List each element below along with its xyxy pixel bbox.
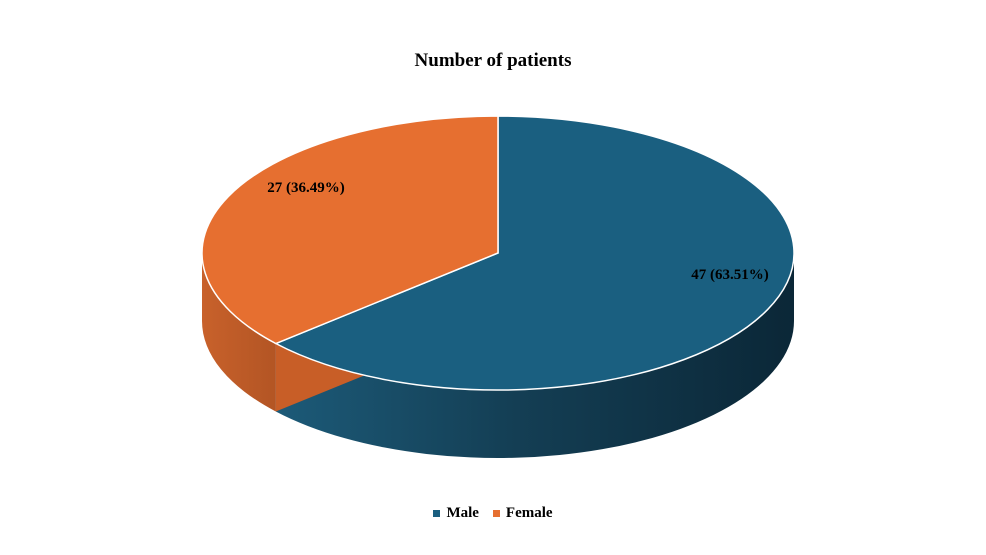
legend-label-male: Male: [446, 505, 479, 521]
slice-side-male: [275, 253, 794, 459]
data-label-male: 47 (63.51%): [691, 267, 769, 283]
slice-male: [274, 115, 795, 391]
chart-title: Number of patients: [414, 50, 572, 71]
legend-swatch-male: [433, 510, 441, 517]
legend-item-male: Male: [433, 505, 479, 522]
data-label-female: 27 (36.49%): [267, 180, 345, 196]
slice-side-female: [202, 253, 276, 412]
slice-female: [201, 115, 499, 345]
legend-label-female: Female: [505, 505, 553, 521]
legend-swatch-female: [492, 510, 500, 517]
legend: Male Female: [0, 505, 986, 522]
legend-item-female: Female: [492, 505, 553, 522]
